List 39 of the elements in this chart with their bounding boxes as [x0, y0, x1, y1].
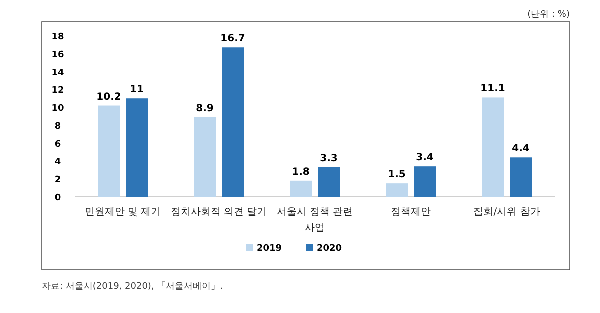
y-tick-label: 8 [54, 122, 62, 132]
x-tick-label: 정책제안 [391, 207, 431, 218]
y-tick-label: 4 [54, 158, 62, 168]
data-label: 1.5 [388, 170, 406, 181]
x-tick-label: 민원제안 및 제기 [84, 207, 162, 218]
y-tick-label: 0 [54, 194, 62, 204]
bar [126, 98, 148, 197]
x-tick-label: 집회/시위 참가 [474, 207, 540, 218]
y-tick-label: 14 [52, 68, 64, 78]
bar [98, 106, 120, 197]
text: 자료: 서울시(2019, 2020), 「서울서베이」. [42, 281, 224, 292]
y-tick-label: 16 [52, 50, 64, 60]
data-label: 8.9 [196, 103, 214, 114]
bar [482, 98, 504, 197]
data-label: 3.3 [320, 153, 338, 164]
legend-label: 2020 [317, 244, 342, 254]
legend-label: 2019 [257, 244, 282, 254]
data-label: 4.4 [512, 144, 530, 155]
y-tick-label: 18 [52, 32, 64, 42]
data-label: 10.2 [96, 92, 122, 103]
data-label: 11 [130, 84, 144, 96]
bar [290, 180, 312, 197]
y-tick-label: 10 [52, 104, 64, 114]
y-tick-label: 2 [54, 176, 62, 186]
y-tick-label: 6 [54, 140, 62, 150]
bar [414, 166, 436, 197]
x-tick-label: 서울시 정책 관련 사업 [276, 207, 354, 234]
bar [510, 158, 532, 197]
x-tick-label: 정치사회적 의견 달기 [170, 207, 268, 218]
bar [318, 167, 340, 197]
y-tick-label: 12 [52, 86, 64, 96]
data-label: 16.7 [220, 34, 246, 45]
data-label: 1.8 [292, 166, 310, 178]
data-label: 3.4 [416, 152, 434, 164]
bar [222, 48, 244, 197]
text: (단위 : %) [528, 10, 570, 20]
bar [194, 117, 216, 197]
data-label: 11.1 [480, 84, 506, 95]
bar [386, 184, 408, 197]
